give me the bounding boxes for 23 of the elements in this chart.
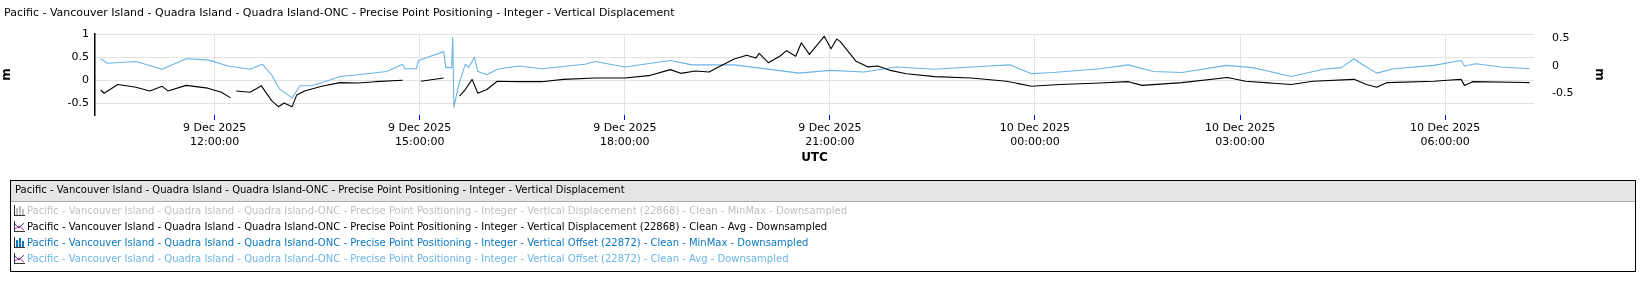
x-tick-label: 9 Dec 2025 21:00:00: [798, 121, 862, 148]
x-tick-label: 10 Dec 2025 06:00:00: [1409, 121, 1481, 148]
y-axis-title: m: [0, 68, 14, 81]
x-axis-title: UTC: [801, 149, 829, 164]
y2-tick-label: 0.5: [1552, 31, 1570, 45]
x-tick-label: 9 Dec 2025 15:00:00: [388, 121, 452, 148]
text: Pacific - Vancouver Island - Quadra Island - Quadra Island-ONC - Precise Point Positioning - Integer - Vertical Offset (22872) - Clean - Avg - Downsampled: [27, 252, 789, 264]
y-tick-label: 0: [82, 73, 89, 87]
legend-label: Pacific - Vancouver Island - Quadra Island - Quadra Island-ONC - Precise Point Positioning - Integer - Vertical Offset (22872) - Clean - MinMax - Downsampled: [27, 236, 809, 248]
legend-title: Pacific - Vancouver Island - Quadra Island - Quadra Island-ONC - Precise Point Positioning - Integer - Vertical Displacement: [11, 181, 1635, 202]
y2-tick-label: -0.5: [1552, 86, 1574, 100]
x-tick-label: 9 Dec 2025 18:00:00: [593, 121, 657, 148]
x-tick-label: 9 Dec 2025 12:00:00: [182, 121, 247, 148]
y-tick-label: -0.5: [67, 96, 89, 110]
chart-title: Pacific - Vancouver Island - Quadra Island - Quadra Island-ONC - Precise Point Positioning - Integer - Vertical Displacement: [4, 6, 675, 19]
y2-tick-label: 0: [1552, 58, 1559, 72]
y-tick-label: 1: [82, 26, 89, 40]
text: Pacific - Vancouver Island - Quadra Island - Quadra Island-ONC - Precise Point Positioning - Integer - Vertical Displacement (22868) - Clean - Avg - Downsampled: [27, 220, 828, 232]
x-tick-label: 10 Dec 2025 00:00:00: [999, 121, 1071, 148]
legend-label: Pacific - Vancouver Island - Quadra Island - Quadra Island-ONC - Precise Point Positioning - Integer - Vertical Displacement (22868) - Clean - MinMax - Downsampled: [27, 204, 848, 216]
y2-axis-title: m: [1592, 68, 1607, 81]
y-tick-label: 0.5: [71, 50, 89, 63]
x-tick-label: 10 Dec 2025 03:00:00: [1204, 121, 1276, 148]
